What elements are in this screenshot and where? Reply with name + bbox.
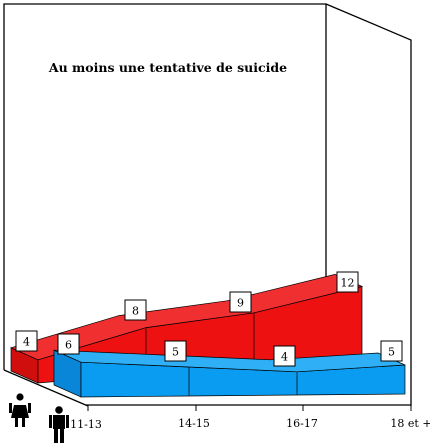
chart-walls [3, 3, 412, 407]
female-label-0: 4 [15, 330, 38, 352]
x-label-0: 11-13 [70, 418, 102, 431]
x-label-3: 18 et + [390, 417, 430, 430]
back-wall [3, 3, 327, 370]
series-male [53, 349, 406, 398]
male-label-0: 6 [57, 333, 80, 355]
male-label-3: 5 [380, 340, 403, 362]
female-label-1: 8 [124, 299, 147, 321]
svg-text:5: 5 [172, 346, 179, 359]
svg-text:6: 6 [65, 339, 72, 352]
male-area-top [53, 349, 406, 373]
svg-text:4: 4 [281, 351, 288, 364]
female-data-labels: 4 8 9 12 [15, 271, 359, 352]
x-label-2: 16-17 [286, 417, 318, 430]
x-label-1: 14-15 [178, 417, 210, 430]
svg-text:5: 5 [388, 346, 395, 359]
x-ticks [87, 405, 412, 411]
male-data-labels: 6 5 4 5 [57, 333, 403, 367]
right-wall [325, 3, 412, 406]
chart-title: Au moins une tentative de suicide [48, 60, 287, 75]
male-label-2: 4 [273, 345, 296, 367]
x-tick-labels: 11-13 14-15 16-17 18 et + [70, 417, 430, 431]
floor-left-edge [3, 369, 89, 407]
male-dividers [188, 367, 298, 396]
male-label-1: 5 [164, 340, 187, 362]
male-icon [49, 406, 69, 443]
svg-text:9: 9 [237, 297, 244, 310]
svg-text:8: 8 [132, 305, 139, 318]
svg-text:4: 4 [23, 336, 30, 349]
svg-text:12: 12 [341, 277, 355, 290]
female-icon [9, 393, 31, 427]
female-label-3: 12 [336, 271, 359, 293]
female-label-2: 9 [229, 291, 252, 313]
